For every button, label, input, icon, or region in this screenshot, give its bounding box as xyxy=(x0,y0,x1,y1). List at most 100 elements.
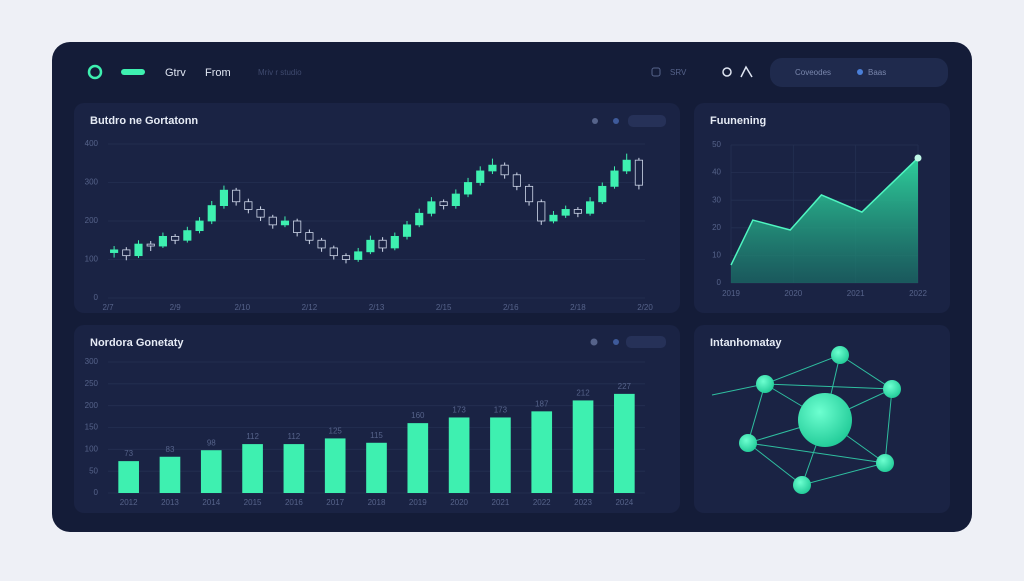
icon[interactable] xyxy=(722,67,732,77)
candle-body xyxy=(512,174,521,187)
icon[interactable] xyxy=(613,118,619,124)
bar xyxy=(159,456,181,493)
bar xyxy=(283,444,305,493)
value-label: 212 xyxy=(576,389,590,398)
panel-title: Fuunening xyxy=(710,115,766,127)
icon[interactable] xyxy=(613,339,619,345)
x-tick-label: 2015 xyxy=(244,498,262,507)
search-text[interactable]: Coveodes xyxy=(795,68,831,77)
candle-body xyxy=(110,249,119,253)
y-tick-label: 40 xyxy=(712,168,721,177)
candle-body xyxy=(524,185,534,203)
x-tick-label: 2/12 xyxy=(302,303,318,312)
dropdown[interactable] xyxy=(628,115,666,127)
network-nodes xyxy=(739,346,901,494)
nav-link[interactable]: From xyxy=(205,67,231,79)
candle-body xyxy=(158,235,167,247)
y-tick-label: 200 xyxy=(85,401,99,410)
value-label: 160 xyxy=(411,411,425,420)
y-tick-label: 30 xyxy=(712,195,721,204)
candle-body xyxy=(378,239,387,249)
x-tick-label: 2/13 xyxy=(369,303,385,312)
bar xyxy=(200,450,222,493)
y-tick-label: 50 xyxy=(712,140,721,149)
panel-title: Nordora Gonetaty xyxy=(90,337,184,349)
x-tick-label: 2021 xyxy=(492,498,510,507)
icon[interactable] xyxy=(651,67,661,77)
value-label: 125 xyxy=(329,427,343,436)
y-tick-label: 150 xyxy=(85,423,99,432)
candle-body xyxy=(610,170,619,187)
line xyxy=(730,157,919,266)
candle-body xyxy=(439,201,448,206)
end-point xyxy=(914,154,922,162)
x-tick-label: 2/15 xyxy=(436,303,452,312)
y-tick-label: 0 xyxy=(94,488,99,497)
value-label: 173 xyxy=(452,406,466,415)
y-tick-label: 0 xyxy=(717,278,722,287)
candle-body xyxy=(476,170,485,183)
candle-body xyxy=(500,164,509,176)
x-tick-label: 2/16 xyxy=(503,303,519,312)
value-label: 173 xyxy=(494,406,508,415)
icon[interactable] xyxy=(740,65,753,78)
candle-body xyxy=(244,201,253,210)
candle-body xyxy=(146,243,155,247)
y-tick-label: 250 xyxy=(85,379,99,388)
x-tick-label: 2019 xyxy=(409,498,427,507)
bar xyxy=(118,461,139,493)
bar xyxy=(531,411,553,493)
x-tick-label: 2012 xyxy=(120,498,138,507)
nav-hint: Mriv r studio xyxy=(258,68,302,77)
candle-body xyxy=(232,189,241,203)
bar xyxy=(448,417,470,493)
x-tick-label: 2020 xyxy=(784,289,802,298)
candle-body xyxy=(207,205,216,222)
x-tick-label: 2023 xyxy=(574,498,592,507)
nav-brand[interactable]: Gtrv xyxy=(165,67,186,79)
x-tick-label: 2016 xyxy=(285,498,303,507)
y-tick-label: 20 xyxy=(712,223,721,232)
candle-body xyxy=(122,249,131,257)
panel xyxy=(74,325,680,513)
candle-body xyxy=(256,209,265,218)
bar xyxy=(242,444,263,493)
x-tick-label: 2/18 xyxy=(570,303,586,312)
nav-pill[interactable] xyxy=(121,69,145,75)
x-tick-label: 2/7 xyxy=(102,303,114,312)
candle-body xyxy=(366,239,375,253)
candle-body xyxy=(402,224,412,237)
icon[interactable] xyxy=(592,118,598,124)
y-tick-label: 400 xyxy=(85,139,99,148)
value-label: 83 xyxy=(166,445,175,454)
icon[interactable] xyxy=(590,338,598,346)
value-label: 73 xyxy=(124,449,133,458)
x-tick-label: 2019 xyxy=(722,289,740,298)
y-tick-label: 300 xyxy=(85,178,99,187)
x-tick-label: 2020 xyxy=(450,498,468,507)
candle-body xyxy=(317,239,326,249)
candle-body xyxy=(451,193,460,207)
candle-body xyxy=(219,189,229,206)
panel-title: Butdro ne Gortatonn xyxy=(90,115,198,127)
x-tick-label: 2022 xyxy=(909,289,927,298)
bar xyxy=(572,400,594,493)
bar xyxy=(490,417,511,493)
y-tick-label: 100 xyxy=(85,444,99,453)
nav-right[interactable]: SRV xyxy=(670,68,687,77)
logo[interactable] xyxy=(87,64,103,80)
x-tick-label: 2013 xyxy=(161,498,179,507)
candle-body xyxy=(134,243,143,257)
status-dot xyxy=(857,69,863,75)
dropdown[interactable] xyxy=(626,336,666,348)
candle-body xyxy=(268,216,277,226)
candle-body xyxy=(305,232,314,241)
candle-body xyxy=(586,201,595,214)
candle-body xyxy=(598,185,607,203)
bar xyxy=(407,423,429,493)
x-tick-label: 2/9 xyxy=(170,303,182,312)
candle-body xyxy=(195,220,204,232)
candle-body xyxy=(329,247,338,257)
value-label: 187 xyxy=(535,399,549,408)
bar xyxy=(366,442,387,493)
